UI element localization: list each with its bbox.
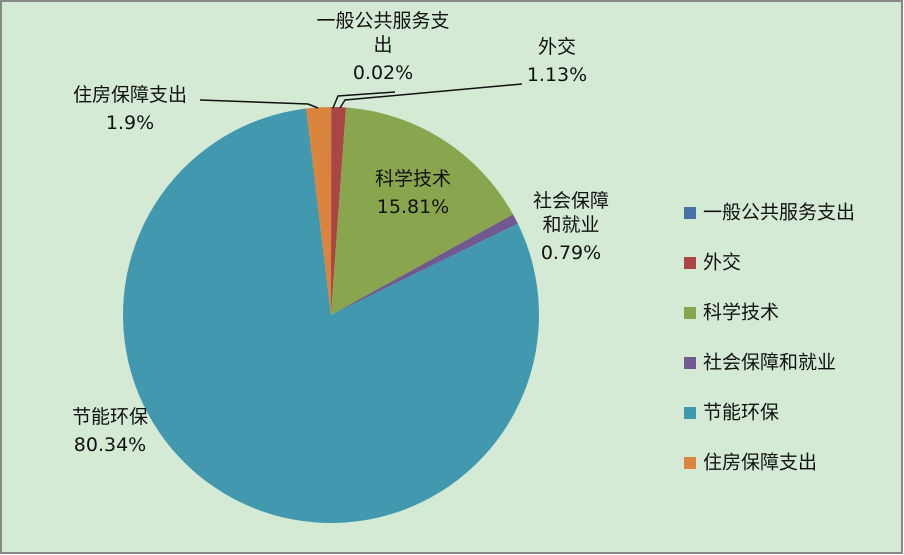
- data-label-category: 住房保障支出: [72, 84, 187, 106]
- legend-swatch: [684, 357, 696, 369]
- legend-label: 一般公共服务支出: [703, 202, 855, 224]
- data-label: 住房保障支出 1.9%: [55, 84, 205, 140]
- data-label-category: 科学技术: [374, 168, 451, 190]
- data-label: 科学技术 15.81%: [358, 168, 468, 224]
- pie-slice: [331, 107, 347, 315]
- data-label-category: 社会保障和就业: [532, 190, 609, 236]
- leader-line: [332, 91, 396, 109]
- leader-line: [199, 99, 319, 109]
- pie-slice: [331, 107, 514, 315]
- data-label-category: 一般公共服务支出: [316, 10, 450, 56]
- legend-label: 外交: [703, 252, 741, 274]
- data-label: 一般公共服务支出 0.02%: [308, 10, 458, 89]
- data-label: 社会保障和就业 0.79%: [525, 190, 617, 269]
- data-label-value: 15.81%: [376, 195, 450, 218]
- data-label-category: 外交: [537, 36, 576, 58]
- data-label-value: 1.13%: [526, 63, 588, 86]
- data-label: 节能环保 80.34%: [55, 406, 165, 462]
- pie-slice: [331, 214, 518, 315]
- legend-swatch: [684, 407, 696, 419]
- data-label-category: 节能环保: [71, 406, 148, 428]
- legend-label: 社会保障和就业: [703, 352, 836, 374]
- data-label-value: 1.9%: [105, 111, 155, 134]
- legend-swatch: [684, 307, 696, 319]
- legend-swatch: [684, 257, 696, 269]
- pie-slice: [306, 107, 331, 315]
- legend-label: 住房保障支出: [703, 452, 817, 474]
- data-label-value: 0.79%: [540, 241, 602, 264]
- legend-label: 节能环保: [703, 402, 779, 424]
- legend-swatch: [684, 457, 696, 469]
- data-label-value: 0.02%: [352, 61, 414, 84]
- legend-label: 科学技术: [703, 302, 779, 324]
- pie-slice: [123, 108, 540, 523]
- data-label-value: 80.34%: [73, 433, 147, 456]
- leader-line: [339, 83, 523, 109]
- legend-swatch: [684, 207, 696, 219]
- data-label: 外交 1.13%: [512, 36, 602, 92]
